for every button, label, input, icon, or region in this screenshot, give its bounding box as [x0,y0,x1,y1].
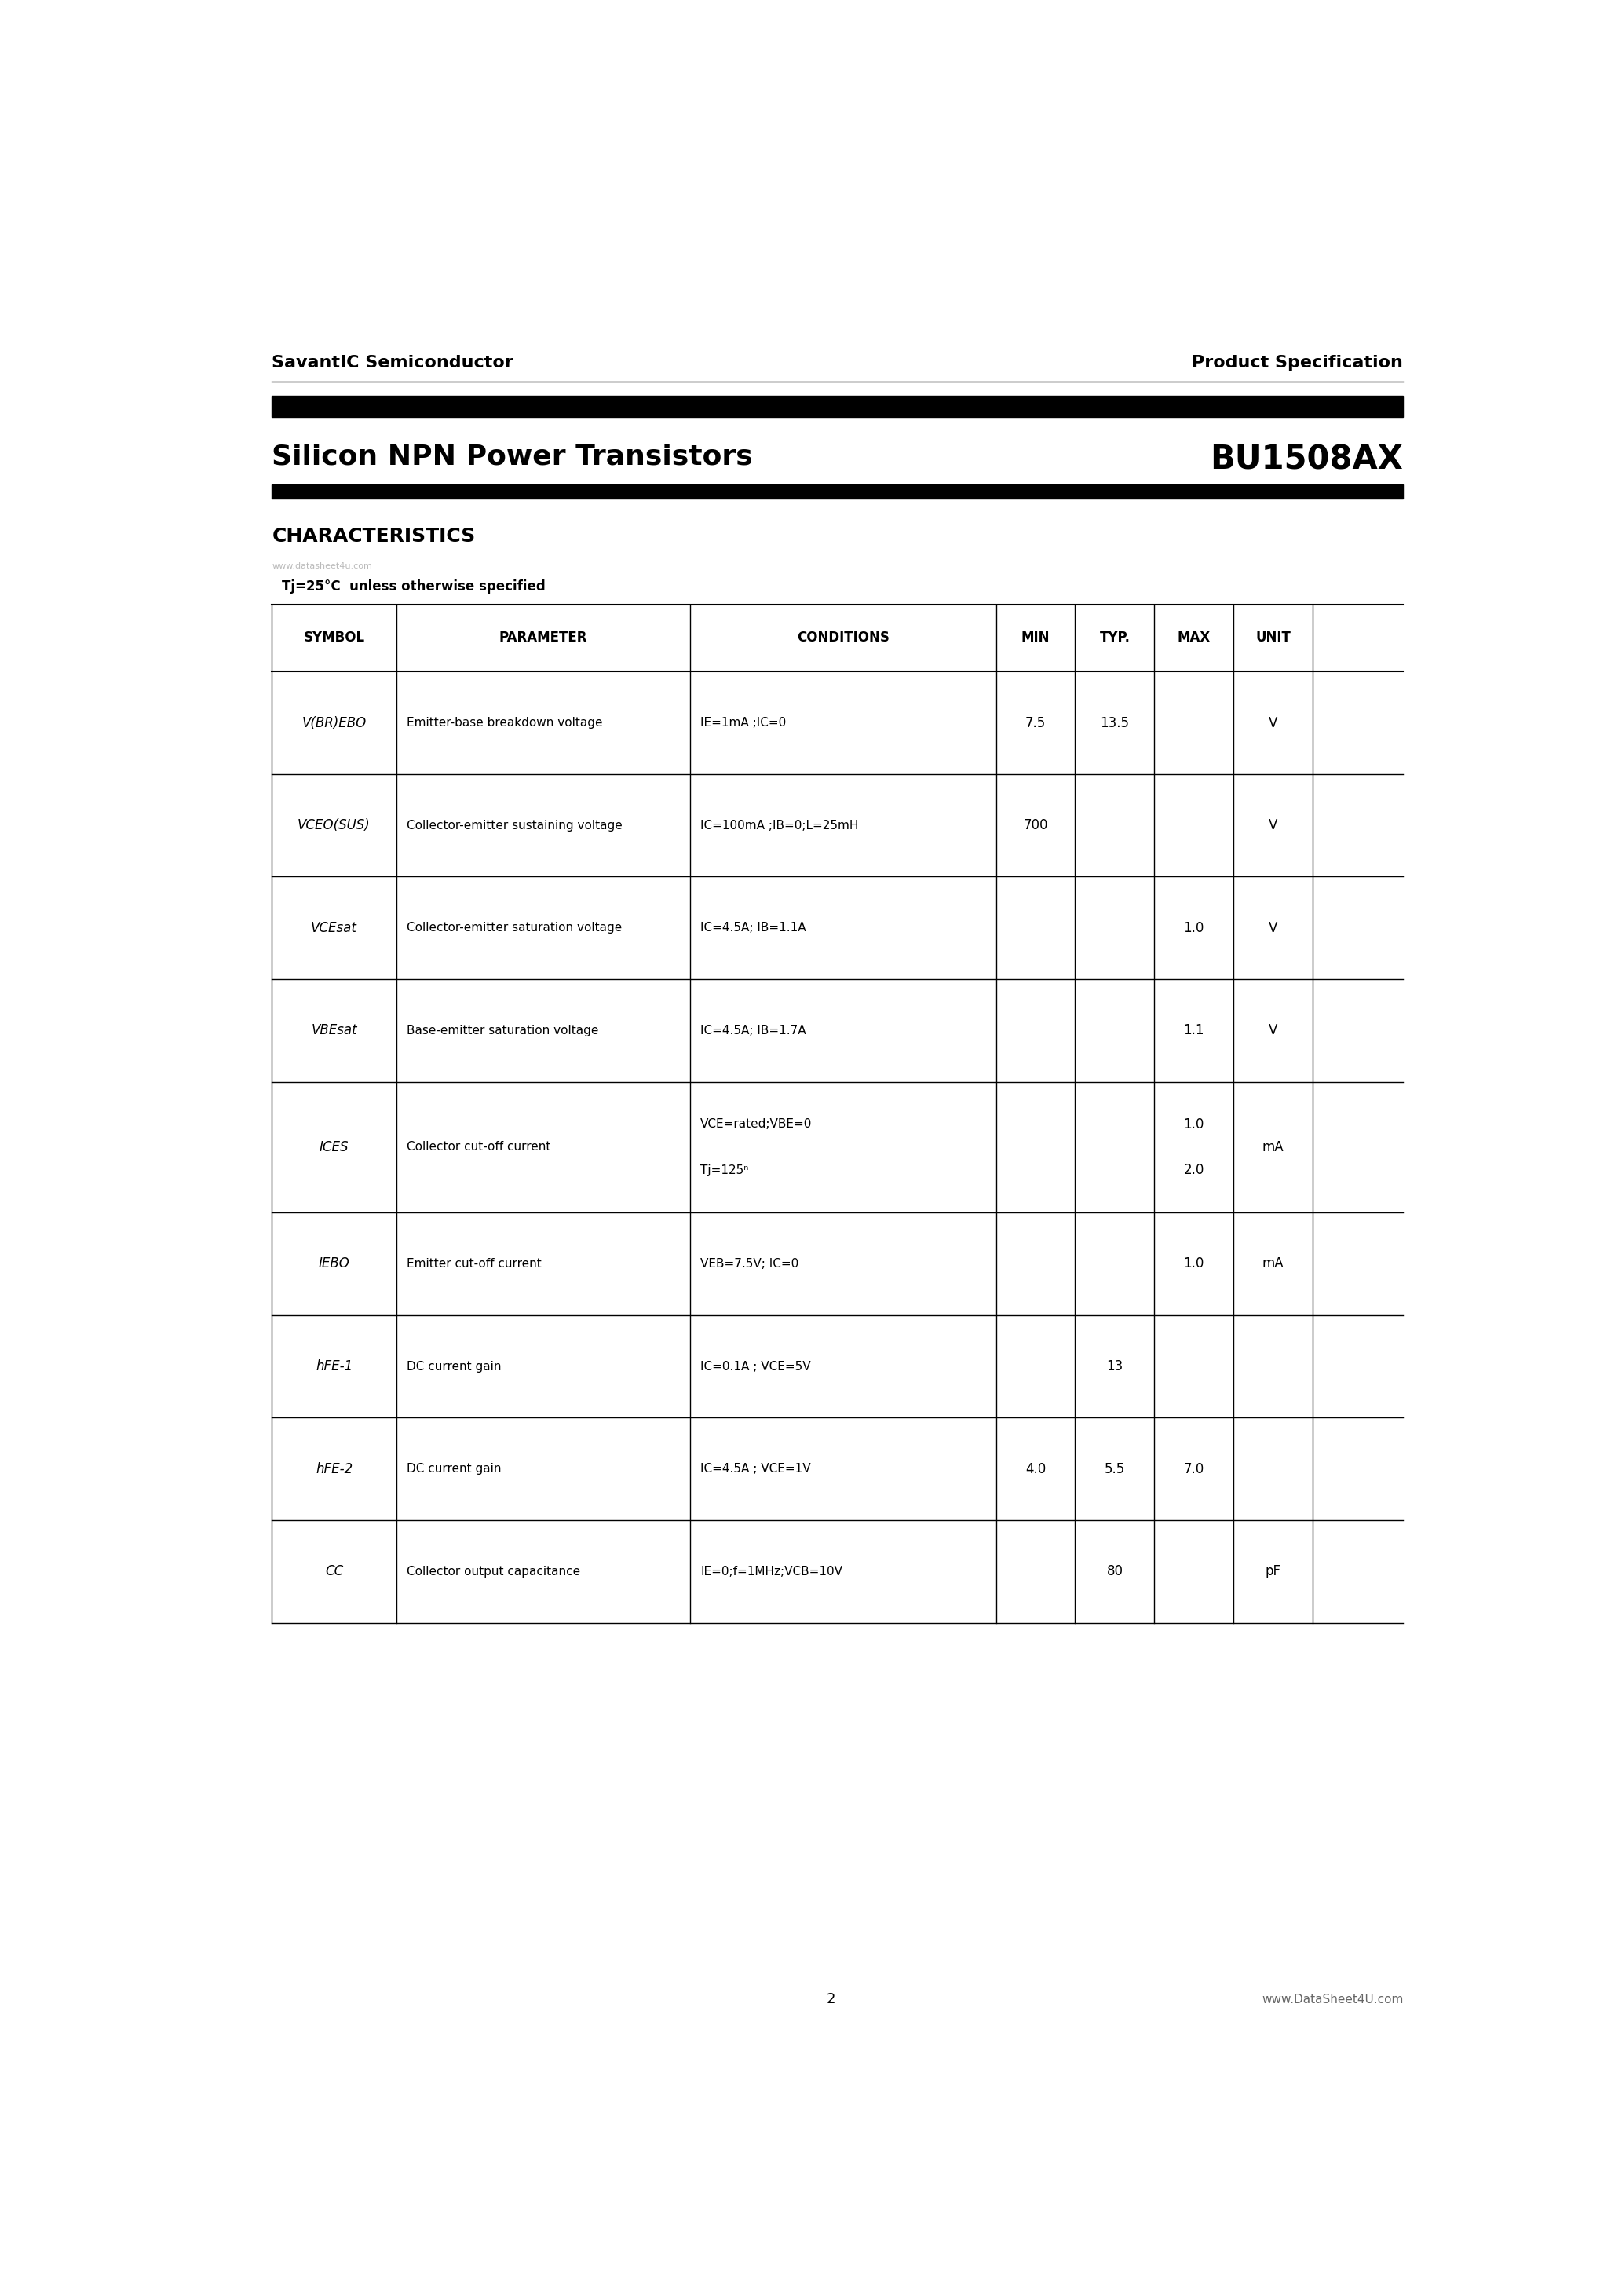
Text: Collector-emitter sustaining voltage: Collector-emitter sustaining voltage [407,820,623,831]
Text: IC=4.5A; IB=1.1A: IC=4.5A; IB=1.1A [701,923,806,934]
Text: 13: 13 [1106,1359,1122,1373]
Text: VBEsat: VBEsat [311,1024,357,1038]
Text: 5.5: 5.5 [1105,1463,1126,1476]
Text: Collector-emitter saturation voltage: Collector-emitter saturation voltage [407,923,621,934]
Text: IE=0;f=1MHz;VCB=10V: IE=0;f=1MHz;VCB=10V [701,1566,843,1577]
Text: SavantIC Semiconductor: SavantIC Semiconductor [272,356,514,370]
Text: DC current gain: DC current gain [407,1463,501,1474]
Text: VCE=rated;VBE=0: VCE=rated;VBE=0 [701,1118,813,1130]
Text: Product Specification: Product Specification [1192,356,1403,370]
Text: Tj=25°C  unless otherwise specified: Tj=25°C unless otherwise specified [282,579,545,595]
Text: V: V [1268,716,1278,730]
Text: CONDITIONS: CONDITIONS [796,631,889,645]
Text: PARAMETER: PARAMETER [500,631,587,645]
Text: Emitter cut-off current: Emitter cut-off current [407,1258,542,1270]
Text: CHARACTERISTICS: CHARACTERISTICS [272,526,475,546]
Text: 7.0: 7.0 [1184,1463,1204,1476]
Text: MIN: MIN [1022,631,1049,645]
Text: pF: pF [1265,1564,1281,1577]
Text: 1.0: 1.0 [1184,1118,1204,1132]
Text: Base-emitter saturation voltage: Base-emitter saturation voltage [407,1024,599,1035]
Text: mA: mA [1262,1256,1285,1272]
Text: VCEsat: VCEsat [311,921,357,934]
Text: BU1508AX: BU1508AX [1210,443,1403,478]
Text: www.DataSheet4U.com: www.DataSheet4U.com [1262,1993,1403,2004]
Text: MAX: MAX [1178,631,1210,645]
Text: V: V [1268,921,1278,934]
Text: Collector output capacitance: Collector output capacitance [407,1566,581,1577]
Text: IC=0.1A ; VCE=5V: IC=0.1A ; VCE=5V [701,1362,811,1373]
Text: SYMBOL: SYMBOL [303,631,365,645]
Text: 13.5: 13.5 [1100,716,1129,730]
Text: V: V [1268,1024,1278,1038]
Text: 7.5: 7.5 [1025,716,1046,730]
Text: Emitter-base breakdown voltage: Emitter-base breakdown voltage [407,716,602,728]
Text: IEBO: IEBO [318,1256,350,1272]
Text: IC=4.5A ; VCE=1V: IC=4.5A ; VCE=1V [701,1463,811,1474]
Text: 1.0: 1.0 [1184,921,1204,934]
Text: Tj=125ⁿ: Tj=125ⁿ [701,1164,749,1176]
Text: 700: 700 [1023,817,1048,833]
Text: Silicon NPN Power Transistors: Silicon NPN Power Transistors [272,443,753,471]
Text: TYP.: TYP. [1100,631,1131,645]
Text: 2.0: 2.0 [1184,1164,1204,1178]
Bar [272,484,1403,498]
Text: DC current gain: DC current gain [407,1362,501,1373]
Text: 80: 80 [1106,1564,1122,1577]
Text: VCEO(SUS): VCEO(SUS) [298,817,370,833]
Text: mA: mA [1262,1141,1285,1155]
Text: IC=100mA ;IB=0;L=25mH: IC=100mA ;IB=0;L=25mH [701,820,858,831]
Text: VEB=7.5V; IC=0: VEB=7.5V; IC=0 [701,1258,800,1270]
Text: IC=4.5A; IB=1.7A: IC=4.5A; IB=1.7A [701,1024,806,1035]
Text: 2: 2 [827,1993,835,2007]
Text: hFE-2: hFE-2 [316,1463,352,1476]
Text: 1.1: 1.1 [1184,1024,1205,1038]
Text: CC: CC [324,1564,344,1577]
Text: V: V [1268,817,1278,833]
Text: www.datasheet4u.com: www.datasheet4u.com [272,563,373,569]
Text: ICES: ICES [320,1141,349,1155]
Text: Collector cut-off current: Collector cut-off current [407,1141,550,1153]
Text: V(BR)EBO: V(BR)EBO [302,716,367,730]
Text: hFE-1: hFE-1 [316,1359,352,1373]
Bar [272,395,1403,418]
Text: UNIT: UNIT [1255,631,1291,645]
Text: 4.0: 4.0 [1025,1463,1046,1476]
Text: 1.0: 1.0 [1184,1256,1204,1272]
Text: IE=1mA ;IC=0: IE=1mA ;IC=0 [701,716,787,728]
